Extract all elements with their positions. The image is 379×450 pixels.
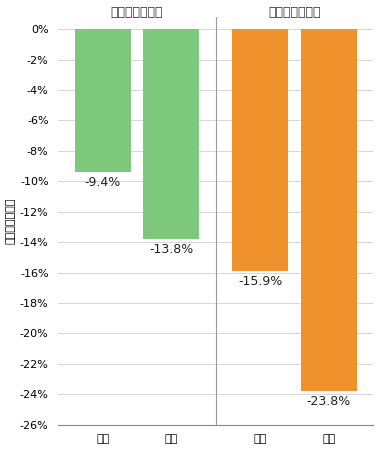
Bar: [75, 29, 131, 172]
Text: -13.8%: -13.8%: [149, 243, 193, 256]
Text: コロナ受入あり: コロナ受入あり: [268, 6, 321, 19]
Bar: [301, 29, 357, 391]
Text: -23.8%: -23.8%: [307, 395, 351, 408]
Bar: [143, 29, 199, 239]
Text: コロナ受入なし: コロナ受入なし: [111, 6, 163, 19]
Text: -15.9%: -15.9%: [238, 275, 282, 288]
Y-axis label: 前年同月増減率: 前年同月増減率: [6, 198, 16, 244]
Bar: [232, 29, 288, 271]
Text: -9.4%: -9.4%: [85, 176, 121, 189]
